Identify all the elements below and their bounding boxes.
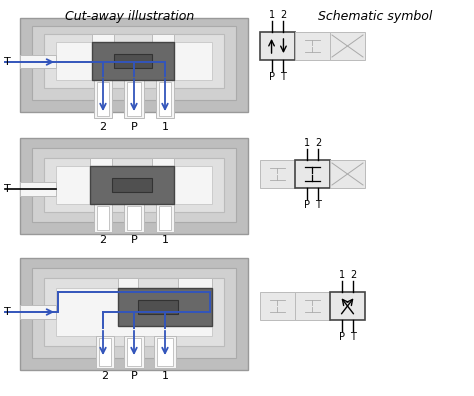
Bar [44, 158, 224, 212]
Bar [127, 338, 141, 366]
Bar [159, 206, 171, 230]
Text: T: T [4, 184, 11, 194]
Bar [20, 55, 56, 68]
Bar [96, 336, 114, 368]
Text: Schematic symbol: Schematic symbol [318, 10, 432, 23]
Bar [20, 258, 248, 370]
Text: 2: 2 [101, 371, 109, 381]
Bar [94, 204, 112, 232]
Bar [330, 32, 365, 60]
Text: 1: 1 [162, 235, 168, 245]
Bar [92, 34, 114, 54]
Bar [20, 18, 248, 112]
Bar [20, 305, 56, 319]
Bar [330, 292, 365, 320]
Bar [124, 336, 144, 368]
Bar [118, 288, 212, 326]
Bar [32, 148, 236, 222]
Text: T: T [350, 332, 356, 342]
Text: T: T [4, 57, 11, 67]
Bar [156, 80, 174, 118]
Bar [157, 338, 173, 366]
Bar [295, 32, 330, 60]
Bar [138, 300, 178, 314]
Text: P: P [131, 122, 137, 132]
Text: 2: 2 [350, 270, 356, 280]
Text: P: P [338, 332, 345, 342]
Bar [159, 82, 171, 116]
Text: 1: 1 [338, 270, 345, 280]
Text: T: T [281, 72, 286, 82]
Text: P: P [269, 72, 274, 82]
Bar [90, 166, 174, 204]
Text: 2: 2 [100, 235, 107, 245]
Bar [44, 278, 224, 346]
Bar [330, 160, 365, 188]
Text: 1: 1 [162, 122, 168, 132]
Bar [156, 204, 174, 232]
Text: P: P [131, 235, 137, 245]
Bar [32, 268, 236, 358]
Text: T: T [316, 200, 321, 210]
Bar [260, 32, 295, 60]
Bar [56, 42, 212, 80]
Bar [152, 158, 174, 178]
Bar [118, 278, 138, 300]
Bar [56, 166, 212, 204]
Text: Cut-away illustration: Cut-away illustration [65, 10, 195, 23]
Text: 1: 1 [268, 10, 274, 20]
Text: T: T [4, 307, 11, 317]
Bar [124, 204, 144, 232]
Bar [260, 160, 295, 188]
Bar [56, 288, 212, 336]
Bar [20, 182, 56, 196]
Bar [97, 82, 109, 116]
Bar [97, 206, 109, 230]
Text: P: P [131, 371, 137, 381]
Bar [154, 336, 176, 368]
Text: 1: 1 [162, 371, 168, 381]
Text: 1: 1 [303, 138, 310, 148]
Bar [114, 54, 152, 68]
Bar [295, 292, 330, 320]
Bar [94, 80, 112, 118]
Bar [90, 158, 112, 178]
Bar [178, 278, 212, 300]
Text: 2: 2 [100, 122, 107, 132]
Bar [99, 338, 111, 366]
Bar [92, 42, 174, 80]
Text: 2: 2 [280, 10, 287, 20]
Bar [112, 178, 152, 192]
Bar [127, 206, 141, 230]
Bar [295, 160, 330, 188]
Bar [44, 34, 224, 88]
Text: 2: 2 [315, 138, 321, 148]
Text: P: P [303, 200, 310, 210]
Bar [32, 26, 236, 100]
Bar [20, 138, 248, 234]
Bar [260, 292, 295, 320]
Bar [152, 34, 174, 54]
Bar [127, 82, 141, 116]
Bar [124, 80, 144, 118]
